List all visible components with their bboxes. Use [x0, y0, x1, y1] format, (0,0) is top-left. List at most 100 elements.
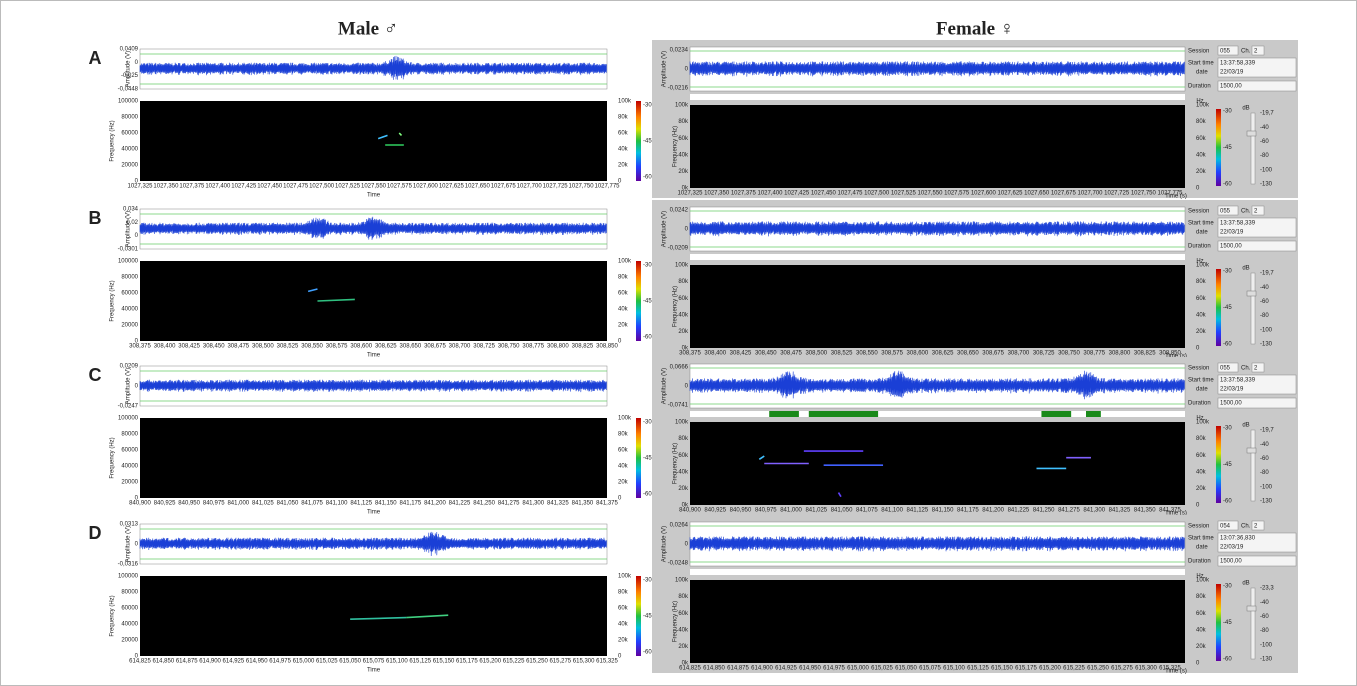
panel-label: B: [89, 208, 102, 228]
time-tick-label: 615,225: [503, 659, 525, 665]
call-trace: [837, 492, 842, 498]
slider-knob: [1246, 447, 1257, 454]
time-tick-label: 615,100: [943, 666, 965, 672]
time-tick-label: 841,375: [1159, 508, 1181, 514]
time-tick-label: 615,175: [456, 659, 478, 665]
freq-tick-label: 80000: [121, 590, 138, 596]
freq-tick-label: 0k: [682, 661, 689, 667]
db-label: dB: [1242, 106, 1249, 112]
freq-tick-label: 40000: [121, 147, 138, 153]
freq-tick-label: 80000: [121, 432, 138, 438]
time-tick-label: 308,850: [1159, 351, 1181, 357]
info-box: [1251, 520, 1265, 531]
cbar-hz-label: 20k: [1196, 169, 1207, 175]
time-tick-label: 1027,525: [335, 184, 361, 190]
info-box: [1251, 205, 1265, 216]
freq-tick-label: 80k: [678, 279, 689, 285]
cbar-db-label: -30: [643, 578, 652, 584]
time-tick-label: 614,850: [703, 666, 725, 672]
freq-tick-label: 60k: [678, 611, 689, 617]
info-box: [1217, 362, 1239, 373]
time-tick-label: 308,400: [704, 351, 726, 357]
time-tick-label: 308,650: [400, 344, 422, 350]
time-tick-label: 1027,325: [677, 191, 703, 197]
cbar-hz-label: 80k: [1196, 119, 1207, 125]
waveform: [689, 61, 1185, 77]
cbar-hz-label: 100k: [1196, 578, 1210, 584]
female-header: Female ♀: [936, 18, 1014, 39]
time-tick-label: 308,775: [522, 344, 544, 350]
time-tick-label: 840,925: [154, 501, 176, 507]
time-tick-label: 308,825: [1134, 351, 1156, 357]
time-tick-label: 841,050: [831, 508, 853, 514]
info-box: [1251, 362, 1265, 373]
time-tick-label: 308,500: [252, 344, 274, 350]
slider-tick-label: -23,3: [1260, 586, 1274, 592]
detection-segment: [1041, 411, 1072, 417]
time-tick-label: 308,775: [1083, 351, 1105, 357]
time-tick-label: 615,275: [1111, 666, 1133, 672]
time-tick-label: 614,950: [246, 659, 268, 665]
time-tick-label: 841,075: [856, 508, 878, 514]
freq-tick-label: 60000: [121, 448, 138, 454]
hz-label: Hz: [1196, 574, 1203, 580]
freq-axis-label: Frequency (Hz): [110, 437, 116, 478]
time-tick-label: 1027,725: [1104, 191, 1130, 197]
time-tick-label: 1027,400: [205, 184, 231, 190]
freq-tick-label: 80k: [678, 436, 689, 442]
cbar-db-label: -30: [643, 263, 652, 269]
freq-tick-label: 40k: [678, 152, 689, 158]
amp-tick-label: 0,02: [126, 220, 138, 226]
start-time-label: Start time: [1188, 221, 1214, 227]
amp-axis-label: Amplitude (V): [662, 51, 668, 87]
time-tick-label: 841,175: [400, 501, 422, 507]
spectrogram: [140, 261, 607, 341]
duration-label: Duration: [1188, 244, 1211, 250]
ch-value: 2: [1254, 49, 1258, 55]
colorbar: [1216, 269, 1221, 346]
cbar-db-label: -30: [643, 420, 652, 426]
slider-tick-label: -40: [1260, 442, 1269, 448]
cbar-hz-label: 0: [1196, 346, 1200, 352]
time-tick-label: 1027,700: [517, 184, 543, 190]
slider-tick-label: -100: [1260, 484, 1273, 490]
date-value: 22/03/19: [1220, 545, 1244, 551]
slider-tick-label: -19,7: [1260, 428, 1274, 434]
colorbar: [636, 576, 641, 656]
gain-slider: [1250, 429, 1256, 502]
time-tick-label: 308,575: [881, 351, 903, 357]
cbar-db-label: -60: [643, 650, 652, 656]
ch-label: Ch.: [1241, 524, 1251, 530]
time-tick-label: 614,925: [223, 659, 245, 665]
time-tick-label: 308,375: [679, 351, 701, 357]
session-label: Session: [1188, 209, 1209, 215]
time-tick-label: 615,075: [363, 659, 385, 665]
time-tick-label: 308,475: [227, 344, 249, 350]
time-tick-label: 308,750: [1058, 351, 1080, 357]
slider-tick-label: -60: [1260, 614, 1269, 620]
amp-tick-label: 0: [135, 60, 139, 66]
amp-tick-label: -0,0316: [118, 562, 139, 568]
amp-tick-label: 0,0313: [120, 522, 139, 528]
time-tick-label: 841,125: [907, 508, 929, 514]
slider-tick-label: -130: [1260, 182, 1273, 188]
time-tick-label: 614,900: [751, 666, 773, 672]
call-trace: [758, 455, 765, 461]
freq-tick-label: 0k: [682, 346, 689, 352]
cbar-db-label: -45: [1223, 462, 1232, 468]
ch-label: Ch.: [1241, 49, 1251, 55]
cbar-hz-label: 40k: [618, 622, 629, 628]
freq-tick-label: 0k: [682, 186, 689, 192]
session-value: 055: [1220, 209, 1231, 215]
time-tick-label: 1027,775: [1157, 191, 1183, 197]
colorbar: [1216, 584, 1221, 661]
time-tick-label: 308,375: [129, 344, 151, 350]
time-tick-label: 1027,450: [811, 191, 837, 197]
amp-tick-label: 0,0409: [120, 47, 139, 53]
time-tick-label: 615,025: [316, 659, 338, 665]
start-time-value: 13:37:58,339: [1220, 221, 1256, 227]
time-tick-label: 615,250: [1087, 666, 1109, 672]
time-tick-label: 308,800: [1109, 351, 1131, 357]
call-trace: [377, 134, 388, 140]
time-tick-label: 841,050: [277, 501, 299, 507]
